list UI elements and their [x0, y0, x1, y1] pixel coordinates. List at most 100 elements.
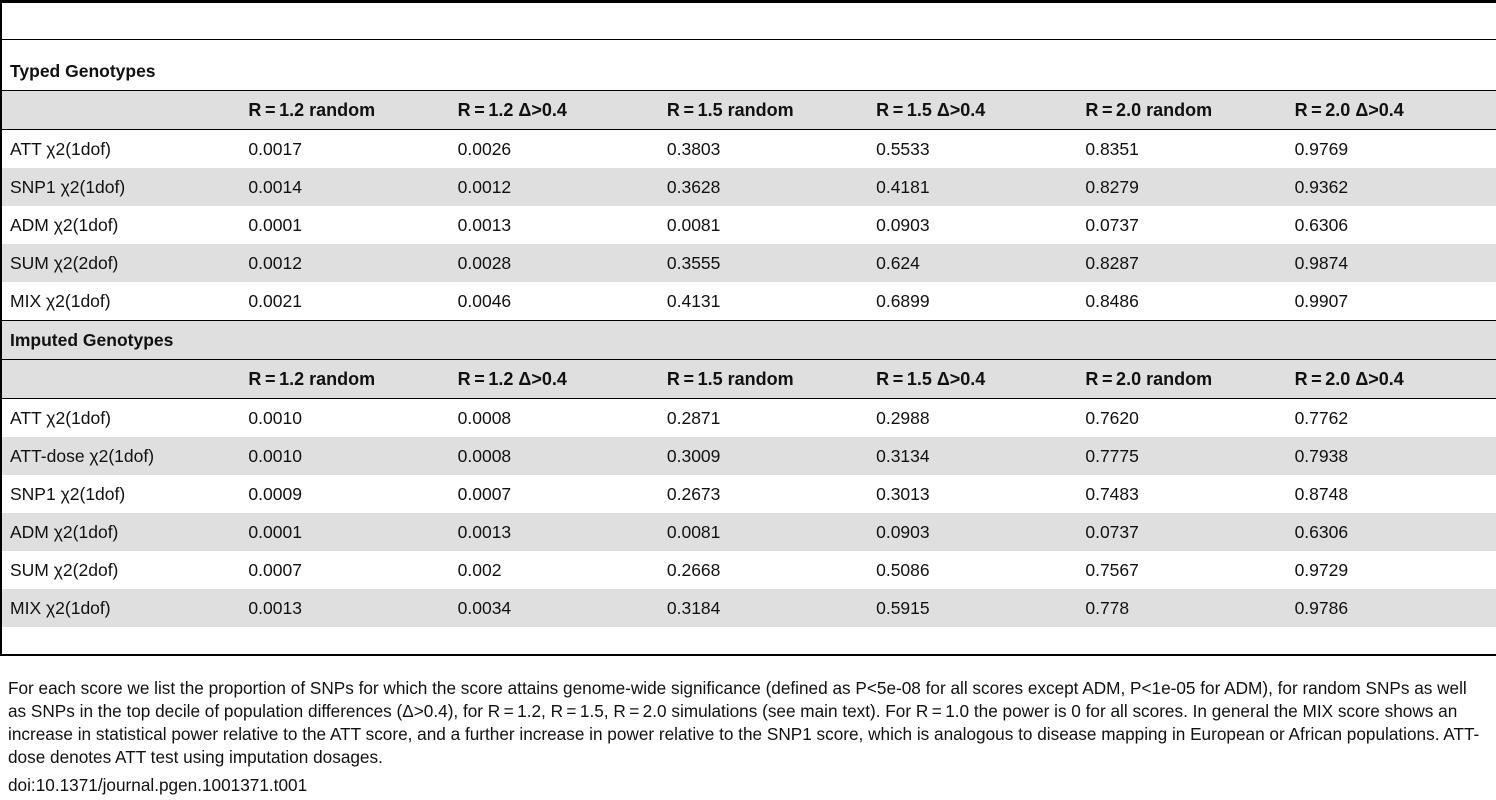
- table-row: ADM χ2(1dof) 0.0001 0.0013 0.0081 0.0903 0.07…: [2, 206, 1496, 244]
- table-cell: 0.0046: [457, 290, 512, 311]
- column-header: R = 2.0 random: [1077, 90, 1287, 130]
- table-cell: 0.0026: [449, 129, 659, 168]
- table-cell: 0.2988: [868, 398, 1078, 437]
- row-label: ADM χ2(1dof): [10, 214, 119, 235]
- table-cell: 0.0010: [240, 437, 450, 475]
- table-cell: 0.2871: [658, 398, 869, 437]
- row-label: MIX χ2(1dof): [10, 290, 111, 311]
- table-row: ATT χ2(1dof) 0.0017 0.0026 0.3803 0.5533 0.83…: [2, 129, 1496, 168]
- table-cell: 0.8351: [1077, 129, 1287, 168]
- row-label: ATT-dose χ2(1dof): [2, 437, 241, 475]
- row-label: SUM χ2(2dof): [2, 244, 241, 282]
- table-row: ATT χ2(1dof) 0.0010 0.0008 0.2871 0.2988 0.76…: [2, 398, 1496, 437]
- row-label: ADM χ2(1dof): [2, 513, 241, 551]
- table-cell: 0.8486: [1085, 290, 1139, 311]
- table-row: SUM χ2(2dof) 0.0012 0.0028 0.3555 0.624 0.828…: [2, 244, 1496, 282]
- table-cell: 0.7620: [1077, 398, 1287, 437]
- table-cell: 0.6899: [876, 290, 930, 311]
- table-cell: 0.0007: [248, 559, 302, 580]
- row-label: SNP1 χ2(1dof): [2, 168, 241, 206]
- row-label: SNP1 χ2(1dof): [10, 483, 126, 504]
- table-cell: 0.9769: [1286, 129, 1496, 168]
- table-cell: 0.9874: [1286, 244, 1496, 282]
- table-cell: 0.0012: [240, 244, 450, 282]
- bottom-rule: [0, 654, 1496, 656]
- table-cell: 0.3555: [658, 244, 869, 282]
- table-cell: 0.9786: [1286, 589, 1496, 627]
- header-rule: [0, 39, 1496, 40]
- table-cell: 0.0008: [449, 437, 659, 475]
- column-header: R = 1.5 Δ>0.4: [868, 90, 1078, 130]
- table-cell: 0.778: [1077, 589, 1287, 627]
- table-cell: 0.0081: [666, 214, 721, 235]
- results-table: Typed Genotypes R = 1.2 random R = 1.2 Δ>0…: [2, 52, 1496, 627]
- table-cell: 0.8279: [1077, 168, 1287, 206]
- table-row: MIX χ2(1dof) 0.0013 0.0034 0.3184 0.5915 0.77…: [2, 589, 1496, 627]
- table-cell: 0.7762: [1286, 398, 1496, 437]
- table-cell: 0.0010: [240, 398, 450, 437]
- section-row: Imputed Genotypes: [2, 320, 1496, 360]
- table-cell: 0.0737: [1077, 513, 1287, 551]
- table-cell: 0.9729: [1294, 559, 1349, 580]
- table-row: MIX χ2(1dof) 0.0021 0.0046 0.4131 0.6899 0.84…: [2, 282, 1496, 321]
- table-cell: 0.0013: [457, 214, 512, 235]
- column-header: R = 2.0 random: [1077, 359, 1287, 399]
- column-header: R = 1.2 Δ>0.4: [449, 90, 659, 130]
- table-cell: 0.2673: [666, 483, 721, 504]
- table-cell: 0.3184: [658, 589, 869, 627]
- table-cell: 0.0081: [658, 513, 869, 551]
- table-cell: 0.8287: [1077, 244, 1287, 282]
- table-cell: 0.0034: [449, 589, 659, 627]
- table-cell: 0.0017: [240, 129, 450, 168]
- column-header: R = 1.5 random: [658, 359, 869, 399]
- section-title: Imputed Genotypes: [2, 320, 1496, 360]
- table-cell: 0.3013: [876, 483, 930, 504]
- table-cell: 0.002: [457, 559, 502, 580]
- column-header: R = 1.2 random: [240, 359, 450, 399]
- table-cell: 0.7775: [1077, 437, 1287, 475]
- table-cell: 0.5915: [868, 589, 1078, 627]
- column-header: R = 1.2 Δ>0.4: [449, 359, 659, 399]
- table-cell: 0.6306: [1286, 513, 1496, 551]
- table-cell: 0.0028: [449, 244, 659, 282]
- table-cell: 0.2668: [666, 559, 721, 580]
- table-row: SNP1 χ2(1dof) 0.0009 0.0007 0.2673 0.3013 0.7…: [2, 475, 1496, 513]
- table-cell: 0.0903: [868, 513, 1078, 551]
- table-cell: 0.0001: [248, 214, 302, 235]
- table-row: SNP1 χ2(1dof) 0.0014 0.0012 0.3628 0.4181 0.8…: [2, 168, 1496, 206]
- column-header-row: R = 1.2 random R = 1.2 Δ>0.4 R = 1.5 rando…: [2, 90, 1496, 130]
- table-cell: 0.0012: [449, 168, 659, 206]
- table-cell: 0.3628: [658, 168, 869, 206]
- row-label: ATT χ2(1dof): [2, 398, 241, 437]
- table-cell: 0.6306: [1294, 214, 1349, 235]
- table-cell: 0.0013: [240, 589, 450, 627]
- table-cell: 0.0013: [449, 513, 659, 551]
- top-rule: [0, 0, 1496, 3]
- column-header: R = 1.5 Δ>0.4: [868, 359, 1078, 399]
- table-cell: 0.4181: [868, 168, 1078, 206]
- table-cell: 0.0009: [248, 483, 302, 504]
- column-header: [2, 359, 241, 399]
- table-cell: 0.0903: [876, 214, 930, 235]
- table-row: SUM χ2(2dof) 0.0007 0.002 0.2668 0.5086 0.756…: [2, 551, 1496, 589]
- table-cell: 0.0001: [240, 513, 450, 551]
- column-header: R = 1.2 random: [240, 90, 450, 130]
- table-cell: 0.624: [868, 244, 1078, 282]
- table-cell: 0.0007: [457, 483, 512, 504]
- doi-label: doi:10.1371/journal.pgen.1001371.t001: [8, 775, 308, 795]
- table-cell: 0.0021: [248, 290, 302, 311]
- table-cell: 0.9907: [1294, 290, 1349, 311]
- table-cell: 0.0737: [1085, 214, 1139, 235]
- table-cell: 0.4131: [666, 290, 721, 311]
- row-label: SUM χ2(2dof): [10, 559, 119, 580]
- table-caption: For each score we list the proportion of…: [8, 678, 1480, 767]
- table-cell: 0.3009: [658, 437, 869, 475]
- table-cell: 0.0008: [449, 398, 659, 437]
- table-cell: 0.0014: [240, 168, 450, 206]
- table-cell: 0.9362: [1286, 168, 1496, 206]
- table-cell: 0.7938: [1286, 437, 1496, 475]
- table-frame: [0, 0, 2, 656]
- section-title: Typed Genotypes: [10, 60, 156, 81]
- table-row: ADM χ2(1dof) 0.0001 0.0013 0.0081 0.0903 0.07…: [2, 513, 1496, 551]
- table-cell: 0.3803: [658, 129, 869, 168]
